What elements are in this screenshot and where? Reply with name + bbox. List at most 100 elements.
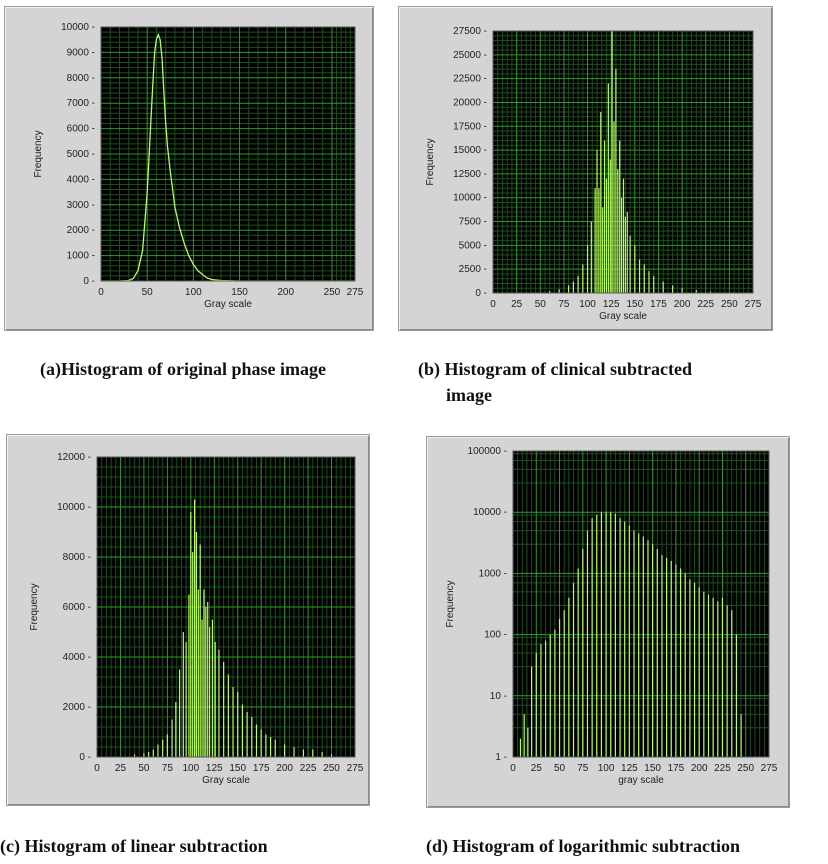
x-axis-label: Gray scale (599, 311, 647, 322)
x-tick-label: 250 (737, 763, 754, 774)
series-line (101, 32, 355, 282)
y-tick-label: 15000 - (453, 145, 487, 156)
x-axis-label: gray scale (618, 775, 664, 786)
y-tick-label: 6000 - (67, 124, 95, 135)
chart-c: 0 - 2000 - 4000 - 6000 - 8000 - 10000 - 12000 … (29, 452, 364, 786)
y-tick-label: 25000 - (453, 50, 487, 61)
x-tick-label: 200 (277, 287, 294, 298)
x-tick-label: 50 (554, 763, 566, 774)
x-tick-label: 275 (745, 299, 762, 310)
caption-a: (a)Histogram of original phase image (40, 359, 326, 379)
x-tick-label: 0 (490, 299, 496, 310)
chart-panel-d: 1 - 10 - 100 - 1000 - 10000 - 100000 - 0 25 50 75… (426, 436, 790, 808)
x-tick-label: 250 (323, 763, 340, 774)
x-tick-label: 250 (721, 299, 738, 310)
x-axis-label: Gray scale (202, 775, 250, 786)
y-axis-label: Frequency (33, 130, 44, 177)
y-tick-label: 10000 - (473, 507, 507, 518)
x-tick-label: 175 (668, 763, 685, 774)
y-tick-label: 5000 - (459, 240, 487, 251)
x-tick-label: 225 (697, 299, 714, 310)
y-tick-label: 9000 - (67, 47, 95, 58)
plot-area (513, 451, 769, 757)
y-tick-label: 7500 - (459, 217, 487, 228)
x-tick-label: 275 (761, 763, 778, 774)
y-tick-label: 7000 - (67, 98, 95, 109)
x-tick-label: 250 (324, 287, 341, 298)
bars (133, 499, 333, 757)
y-tick-label: 0 - (83, 276, 95, 287)
y-tick-label: 1000 - (67, 251, 95, 262)
y-tick-label: 100000 - (468, 446, 507, 457)
y-tick-label: 17500 - (453, 121, 487, 132)
y-tick-label: 5000 - (67, 149, 95, 160)
y-tick-label: 3000 - (67, 200, 95, 211)
x-tick-label: 75 (558, 299, 570, 310)
x-tick-label: 150 (229, 763, 246, 774)
x-tick-label: 0 (510, 763, 516, 774)
y-tick-label: 0 - (79, 752, 91, 763)
y-tick-label: 10 - (490, 691, 507, 702)
x-tick-label: 200 (674, 299, 691, 310)
y-tick-label: 2000 - (63, 702, 91, 713)
y-tick-label: 8000 - (63, 552, 91, 563)
chart-b: 0 - 2500 - 5000 - 7500 - 10000 - 12500 - 15000… (425, 26, 762, 322)
x-tick-label: 200 (691, 763, 708, 774)
x-tick-label: 25 (115, 763, 127, 774)
y-tick-label: 2500 - (459, 264, 487, 275)
x-tick-label: 150 (231, 287, 248, 298)
y-tick-label: 20000 - (453, 97, 487, 108)
x-tick-label: 150 (644, 763, 661, 774)
y-axis-label: Frequency (29, 583, 40, 630)
x-tick-label: 275 (347, 287, 364, 298)
x-axis-label: Gray scale (204, 299, 252, 310)
chart-d: 1 - 10 - 100 - 1000 - 10000 - 100000 - 0 25 50 75… (445, 446, 778, 786)
caption-b-line2: image (446, 385, 492, 405)
caption-c: (c) Histogram of linear subtraction (0, 836, 268, 856)
x-tick-label: 125 (621, 763, 638, 774)
x-tick-label: 125 (206, 763, 223, 774)
x-tick-label: 200 (276, 763, 293, 774)
x-tick-label: 25 (531, 763, 543, 774)
plot-border (492, 30, 754, 294)
plot-border (100, 26, 356, 282)
x-tick-label: 100 (579, 299, 596, 310)
y-tick-label: 22500 - (453, 74, 487, 85)
y-tick-label: 0 - (475, 288, 487, 299)
chart-panel-c: 0 - 2000 - 4000 - 6000 - 8000 - 10000 - 12000 … (6, 434, 370, 806)
plot-border (96, 456, 356, 758)
plot-border (512, 450, 770, 758)
y-tick-label: 4000 - (63, 652, 91, 663)
y-tick-label: 1 - (495, 752, 507, 763)
x-tick-label: 100 (182, 763, 199, 774)
caption-b: (b) Histogram of clinical subtracted (418, 359, 692, 379)
x-tick-label: 75 (577, 763, 589, 774)
x-tick-label: 100 (185, 287, 202, 298)
y-tick-label: 12000 - (57, 452, 91, 463)
y-axis-label: Frequency (445, 580, 456, 627)
x-tick-label: 225 (300, 763, 317, 774)
chart-panel-b: 0 - 2500 - 5000 - 7500 - 10000 - 12500 - 15000… (398, 6, 773, 331)
x-tick-label: 175 (650, 299, 667, 310)
x-tick-label: 150 (626, 299, 643, 310)
y-tick-label: 10000 - (453, 193, 487, 204)
caption-d: (d) Histogram of logarithmic subtraction (426, 836, 740, 856)
x-tick-label: 275 (347, 763, 364, 774)
chart-panel-a: 0 - 1000 - 2000 - 3000 - 4000 - 5000 - 6000 - 7… (4, 6, 374, 331)
y-axis-label: Frequency (425, 138, 436, 185)
y-tick-label: 8000 - (67, 73, 95, 84)
y-tick-label: 6000 - (63, 602, 91, 613)
y-tick-label: 4000 - (67, 174, 95, 185)
y-tick-label: 10000 - (61, 22, 95, 33)
bars (519, 512, 742, 757)
x-tick-label: 0 (94, 763, 100, 774)
x-tick-label: 225 (714, 763, 731, 774)
y-tick-label: 100 - (484, 630, 507, 641)
bars (549, 31, 712, 293)
x-tick-label: 0 (98, 287, 104, 298)
y-tick-label: 12500 - (453, 169, 487, 180)
y-tick-label: 2000 - (67, 225, 95, 236)
x-tick-label: 50 (142, 287, 154, 298)
x-tick-label: 125 (603, 299, 620, 310)
y-tick-label: 27500 - (453, 26, 487, 37)
